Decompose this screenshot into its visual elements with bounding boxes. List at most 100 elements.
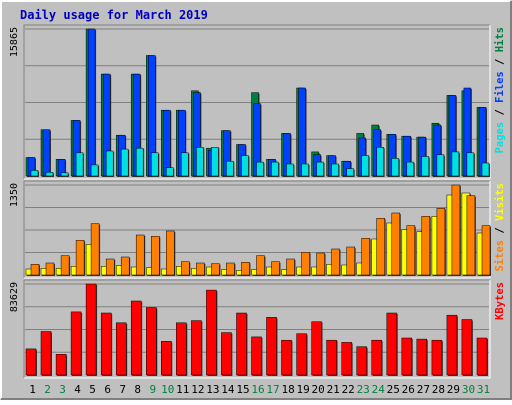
bar-pages-day-22 (346, 168, 354, 177)
chart-title: Daily usage for March 2019 (20, 8, 208, 22)
bar-files-day-19 (298, 87, 306, 177)
bar-kbytes-day-9 (146, 307, 157, 376)
panel-bevel-light (24, 25, 491, 180)
x-tick-label: 10 (161, 383, 174, 396)
legend-hits: Hits (494, 27, 506, 52)
bar-kbytes-day-27 (416, 338, 428, 376)
x-tick-label: 4 (74, 383, 81, 396)
bar-kbytes-day-24 (371, 339, 382, 376)
bar-pages-day-20 (316, 161, 324, 177)
x-tick-label: 14 (221, 383, 235, 396)
panels-layer: 15865 Pages / Files / Hits 1350 Sites / Vis… (9, 24, 506, 379)
x-tick-label: 9 (149, 383, 156, 396)
bar-sites-day-19 (301, 252, 310, 276)
x-tick-label: 26 (402, 383, 415, 396)
bar-sites-day-4 (75, 240, 85, 276)
bar-files-day-2 (42, 129, 51, 177)
bar-sites-day-31 (481, 225, 491, 276)
bar-sites-day-23 (361, 238, 370, 276)
x-tick-label: 5 (89, 383, 96, 396)
bar-sites-day-7 (120, 256, 130, 276)
bar-kbytes-day-30 (461, 319, 473, 376)
x-tick-label: 28 (432, 383, 445, 396)
bar-sites-day-13 (211, 263, 220, 276)
bar-pages-day-21 (331, 163, 339, 177)
x-tick-label: 12 (191, 383, 204, 396)
bar-sites-day-15 (241, 262, 250, 276)
x-tick-label: 30 (462, 383, 475, 396)
panel-visits-sites: 1350 Sites / Visits (9, 180, 506, 279)
bar-kbytes-day-21 (326, 339, 337, 376)
panel-bevel-dark (23, 180, 490, 278)
legend-separator: / (494, 103, 506, 122)
bar-kbytes-day-16 (251, 336, 262, 376)
bar-pages-day-8 (135, 147, 144, 177)
bar-sites-day-24 (376, 218, 385, 276)
bar-kbytes-day-22 (341, 342, 352, 376)
bar-pages-day-30 (466, 152, 475, 177)
x-tick-label: 11 (176, 383, 189, 396)
bar-kbytes-day-5 (85, 283, 97, 376)
bar-kbytes-day-15 (236, 312, 247, 376)
bar-pages-day-15 (241, 155, 249, 177)
x-tick-label: 17 (266, 383, 279, 396)
bar-pages-day-28 (436, 154, 445, 177)
bar-pages-day-12 (196, 147, 204, 177)
x-tick-label: 1 (29, 383, 36, 396)
bar-kbytes-day-12 (191, 320, 202, 376)
bar-pages-day-17 (271, 161, 279, 177)
bar-kbytes-day-1 (25, 348, 37, 376)
bar-pages-day-5 (90, 164, 99, 177)
bar-kbytes-day-23 (356, 346, 367, 376)
bar-pages-day-7 (120, 148, 129, 177)
x-tick-label: 13 (206, 383, 219, 396)
x-tick-label: 23 (357, 383, 370, 396)
bar-sites-day-25 (391, 212, 401, 276)
bar-sites-day-14 (226, 262, 235, 276)
bar-kbytes-day-3 (55, 354, 67, 376)
x-tick-label: 6 (104, 383, 111, 396)
bar-sites-day-8 (135, 234, 145, 276)
bar-sites-day-21 (331, 248, 340, 276)
x-tick-label: 31 (477, 383, 490, 396)
bar-kbytes-day-17 (266, 317, 277, 376)
bar-sites-day-3 (60, 255, 70, 276)
bar-sites-day-9 (151, 236, 160, 276)
bar-sites-day-18 (286, 258, 295, 276)
bar-sites-day-28 (436, 208, 446, 276)
bar-pages-day-14 (226, 160, 234, 177)
bar-pages-day-6 (105, 150, 114, 177)
panel-bevel-dark (23, 279, 490, 378)
bar-pages-day-31 (481, 162, 490, 177)
x-tick-label: 16 (251, 383, 264, 396)
panel-hits-files-pages: 15865 Pages / Files / Hits (9, 24, 506, 180)
bar-sites-day-30 (466, 195, 476, 276)
legend-separator: / (494, 52, 506, 71)
panel-bevel-light (24, 181, 491, 279)
bar-pages-day-16 (256, 161, 264, 177)
bar-sites-day-5 (90, 223, 100, 276)
bar-pages-day-19 (301, 163, 309, 177)
bar-sites-day-10 (166, 230, 175, 276)
bar-pages-day-18 (286, 163, 294, 177)
bar-sites-day-20 (316, 252, 325, 276)
bar-pages-day-27 (421, 156, 430, 177)
bar-sites-day-11 (181, 261, 190, 276)
bar-kbytes-day-13 (206, 289, 217, 376)
bar-kbytes-day-18 (281, 339, 292, 376)
x-tick-label: 24 (372, 383, 386, 396)
bar-pages-day-25 (391, 158, 400, 177)
bar-sites-day-22 (346, 246, 355, 276)
x-tick-label: 7 (119, 383, 126, 396)
bar-kbytes-day-2 (40, 331, 52, 376)
legend-separator: / (494, 221, 506, 240)
bar-pages-day-9 (151, 152, 159, 177)
bar-kbytes-day-29 (446, 314, 458, 376)
y-max-label: 1350 (9, 183, 20, 207)
bar-pages-day-3 (60, 172, 69, 177)
bar-sites-day-6 (105, 258, 115, 276)
bar-pages-day-4 (75, 152, 84, 177)
